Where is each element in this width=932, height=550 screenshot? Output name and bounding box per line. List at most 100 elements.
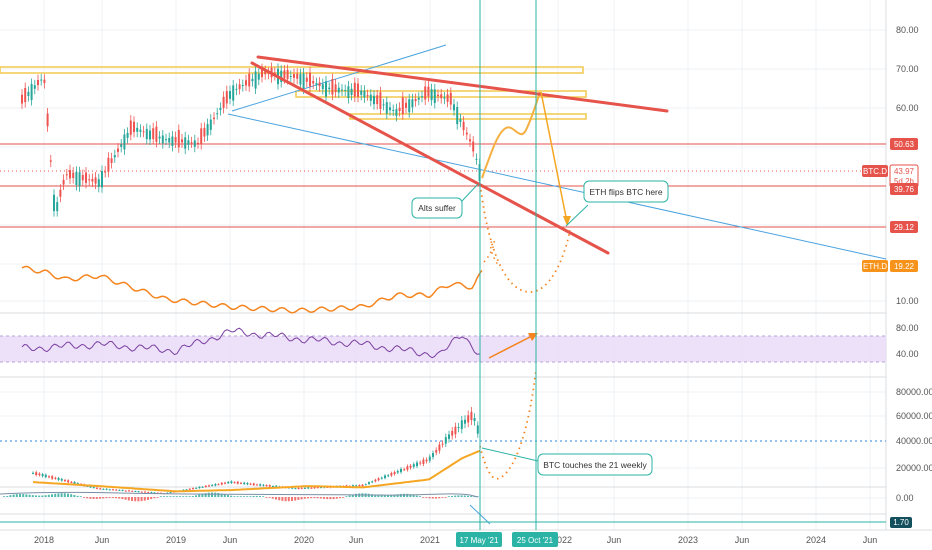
- oscillator-bar: [265, 497, 268, 498]
- btc-candle: [259, 484, 262, 486]
- btc-candle: [57, 478, 60, 480]
- oscillator-bar: [41, 495, 44, 497]
- btc-candle: [70, 481, 73, 483]
- btcd-candle: [219, 107, 222, 111]
- oscillator-bar: [291, 497, 293, 502]
- annotation-alts-suffer: Alts suffer: [411, 183, 479, 219]
- btcd-candle: [398, 107, 401, 111]
- oscillator-bar: [348, 495, 351, 497]
- price-tag-osc: 1.70: [890, 517, 912, 528]
- oscillator-bar: [95, 497, 98, 499]
- btcd-candle: [440, 94, 443, 99]
- btc-candle: [217, 484, 220, 486]
- oscillator-bar: [73, 494, 76, 497]
- price-tag-btcd-time: 5d 2h: [894, 177, 914, 186]
- btc-candle: [297, 487, 300, 489]
- oscillator-bar: [345, 496, 348, 497]
- btc-candle: [390, 473, 393, 476]
- btcd-candle: [245, 80, 247, 86]
- btcd-candle: [225, 91, 228, 104]
- btcd-drop-arrow: [540, 91, 568, 223]
- btcd-candle: [213, 117, 215, 120]
- btcd-candle: [75, 171, 78, 185]
- btc-candle: [403, 469, 406, 471]
- oscillator-bar: [182, 496, 185, 497]
- btc-candle: [51, 476, 54, 479]
- oscillator-bar: [195, 495, 197, 497]
- rsi-y-axis: 80.00 40.00: [896, 323, 919, 359]
- btcd-candle: [257, 73, 260, 80]
- btc-candle: [169, 492, 172, 494]
- oscillator-bar: [108, 497, 111, 498]
- btcd-candle: [446, 94, 449, 102]
- oscillator-bar: [227, 495, 229, 497]
- oscillator-bar: [201, 493, 204, 497]
- oscillator-bar: [342, 497, 345, 498]
- btcd-candle: [232, 85, 235, 101]
- btc-candle: [396, 470, 399, 473]
- oscillator-bar: [335, 497, 338, 499]
- btcd-candle: [433, 89, 436, 103]
- x-tick: Jun: [863, 535, 878, 545]
- btc-candle: [457, 427, 460, 429]
- oscillator-bar: [140, 497, 143, 502]
- btcd-candle: [408, 99, 411, 113]
- btc-candle: [134, 491, 137, 493]
- btc-candle: [41, 474, 44, 477]
- oscillator-bar: [63, 493, 66, 497]
- date-tag-17-may: 17 May '21: [456, 532, 502, 547]
- btcd-candle: [443, 97, 446, 99]
- oscillator-bar: [262, 496, 265, 497]
- btc-21-weekly-ma: [32, 449, 481, 493]
- btc-candle: [153, 492, 156, 494]
- btc-y-tick: 0.00: [896, 493, 914, 503]
- btc-candle: [147, 492, 150, 494]
- oscillator-bar: [339, 497, 341, 499]
- btc-candle: [300, 487, 303, 489]
- btc-candle: [220, 482, 223, 485]
- btc-candle: [124, 490, 127, 492]
- oscillator-bar: [169, 496, 172, 497]
- btc-candle: [425, 459, 428, 462]
- btcd-candle: [417, 97, 420, 100]
- blue-trend-lines: [227, 44, 887, 260]
- btcd-candle: [117, 148, 119, 152]
- btcd-candle: [283, 70, 286, 79]
- oscillator-bar: [6, 496, 9, 497]
- btcd-candle: [59, 189, 62, 197]
- date-tag-25-oct: 25 Oct '21: [512, 532, 558, 547]
- btc-candle: [204, 485, 207, 488]
- btc-candle: [185, 489, 188, 491]
- oscillator-bar: [54, 493, 57, 497]
- oscillator-bar: [57, 493, 60, 497]
- x-tick: Jun: [607, 535, 622, 545]
- oscillator-bar: [281, 497, 284, 501]
- oscillator-bar: [444, 497, 447, 498]
- price-tag-ethd-symbol: ETH.D: [863, 262, 887, 271]
- btcd-candle: [216, 113, 219, 115]
- btc-candle: [249, 483, 252, 485]
- btc-candle: [409, 465, 412, 468]
- btc-candle: [393, 472, 396, 475]
- btc-candle: [233, 482, 236, 484]
- oscillator-bar: [252, 496, 255, 497]
- btcd-candle: [158, 136, 161, 139]
- oscillator-bar: [198, 494, 201, 497]
- oscillator-bar: [467, 495, 469, 497]
- btc-candle: [473, 418, 476, 422]
- btc-candle: [368, 482, 370, 484]
- btc-candle: [67, 480, 70, 483]
- btcd-candle: [91, 178, 94, 182]
- btcd-candle: [459, 119, 462, 122]
- oscillator-bar: [9, 495, 12, 497]
- oscillator-bar: [220, 493, 223, 497]
- btc-candle: [224, 482, 226, 484]
- btcd-candle: [373, 95, 375, 105]
- btcd-candle: [357, 83, 359, 97]
- btcd-candle: [27, 91, 30, 97]
- btc-candle: [48, 476, 50, 478]
- oscillator-bar: [393, 494, 396, 497]
- price-tag-50-63: 50.63: [890, 138, 918, 150]
- oscillator-bar: [124, 497, 127, 500]
